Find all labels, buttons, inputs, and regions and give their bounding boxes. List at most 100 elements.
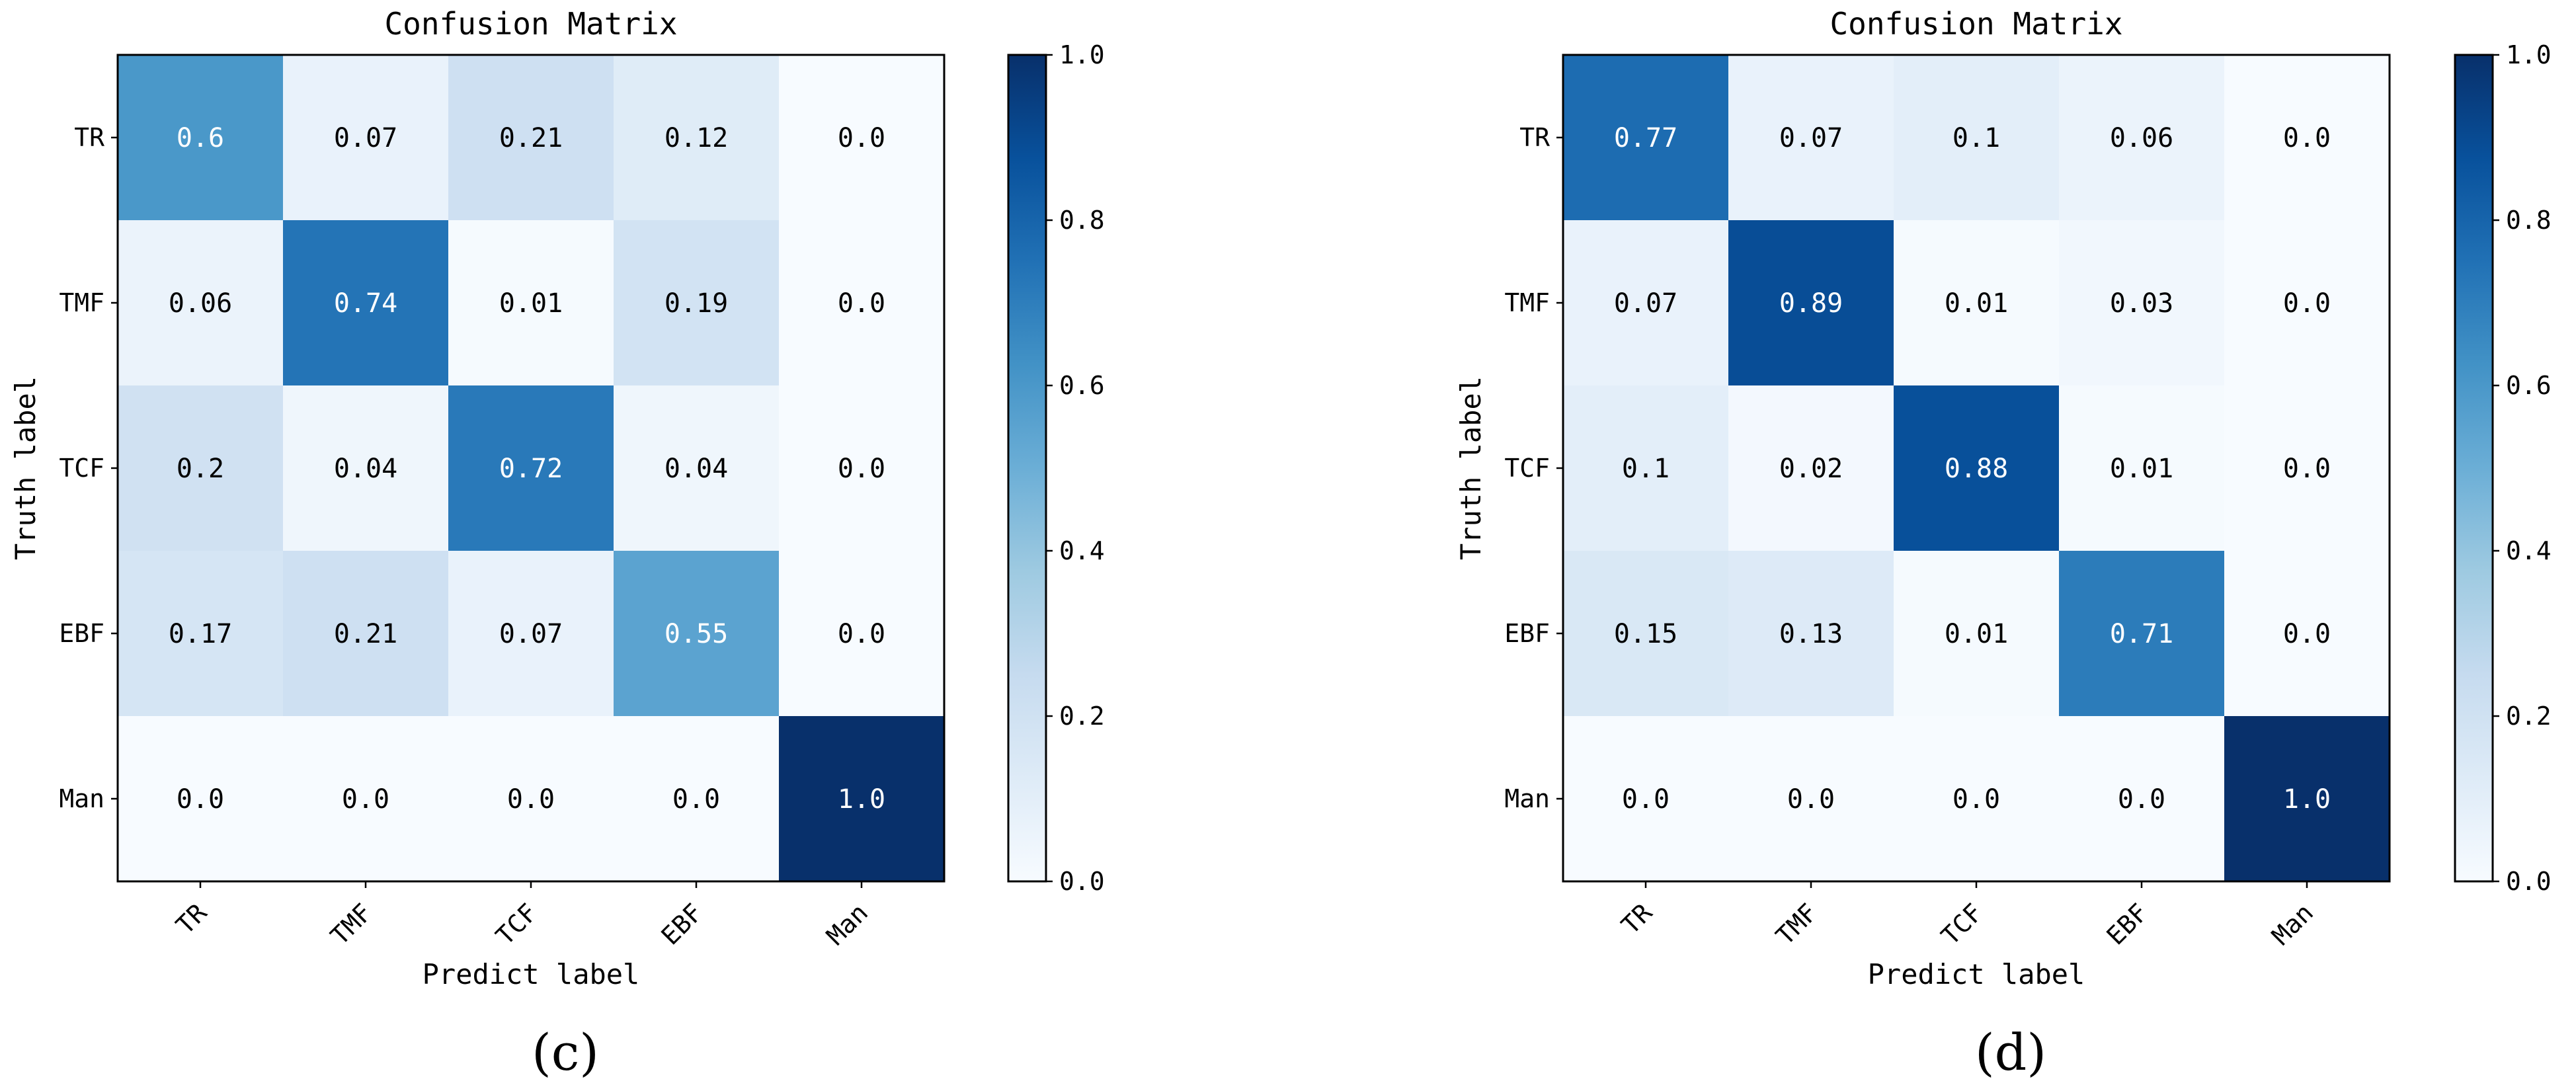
heatmap-cell <box>779 385 945 551</box>
cell-value-label: 0.89 <box>1779 288 1843 319</box>
heatmap-cell <box>448 220 614 386</box>
x-tick-label: Man <box>2267 898 2319 951</box>
heatmap-cell <box>118 55 284 221</box>
x-tick-label: Man <box>821 898 874 951</box>
cell-value-label: 1.0 <box>2283 784 2331 815</box>
cell-value-label: 0.1 <box>1952 123 2000 153</box>
cell-value-label: 0.04 <box>664 454 728 484</box>
cell-value-label: 0.0 <box>342 784 389 815</box>
heatmap-cell <box>1728 220 1894 386</box>
y-tick-label: TCF <box>59 454 104 483</box>
heatmap-cell <box>118 551 284 717</box>
colorbar-tick-label: 0.6 <box>2506 371 2552 400</box>
heatmap-cell <box>448 716 614 882</box>
colorbar-tick-label: 1.0 <box>2506 40 2552 69</box>
heatmap-cell <box>2059 716 2225 882</box>
y-tick-label: TMF <box>1504 288 1550 317</box>
colorbar <box>2455 55 2493 881</box>
cell-value-label: 1.0 <box>838 784 885 815</box>
y-axis-label: Truth label <box>9 376 42 560</box>
cell-value-label: 0.0 <box>838 288 885 319</box>
cell-value-label: 0.0 <box>672 784 720 815</box>
heatmap-cell <box>1894 220 2060 386</box>
cell-value-label: 0.74 <box>334 288 397 319</box>
cell-value-label: 0.72 <box>499 454 563 484</box>
cell-value-label: 0.6 <box>177 123 224 153</box>
colorbar-frame <box>1007 54 1047 883</box>
heatmap-cell <box>2224 551 2390 717</box>
heatmap-cell <box>2059 551 2225 717</box>
cell-value-label: 0.06 <box>2110 123 2173 153</box>
heatmap-cell <box>1563 551 1729 717</box>
heatmap-cell <box>118 385 284 551</box>
heatmap-cell <box>118 220 284 386</box>
heatmap-cell <box>1728 385 1894 551</box>
chart-title: Confusion Matrix <box>384 6 677 42</box>
colorbar-tick-label: 0.4 <box>1059 536 1105 565</box>
heatmap-cell <box>2059 220 2225 386</box>
cell-value-label: 0.0 <box>2283 454 2331 484</box>
colorbar-tick-label: 0.0 <box>2506 867 2552 896</box>
heatmap-cell <box>2059 55 2225 221</box>
cell-value-label: 0.21 <box>334 619 397 649</box>
colorbar-tick-label: 0.4 <box>2506 536 2552 565</box>
heatmap-cell <box>614 385 780 551</box>
heatmap-cell <box>614 716 780 882</box>
cell-value-label: 0.77 <box>1614 123 1677 153</box>
heatmap-cell <box>283 551 449 717</box>
cell-value-label: 0.15 <box>1614 619 1677 649</box>
x-tick-label: TCF <box>1936 898 1989 951</box>
colorbar-tick-label: 0.2 <box>2506 702 2552 731</box>
cell-value-label: 0.01 <box>1945 619 2008 649</box>
cell-value-label: 0.1 <box>1622 454 1670 484</box>
heatmap-cell <box>2224 220 2390 386</box>
y-tick-label: EBF <box>59 619 104 648</box>
chart-title: Confusion Matrix <box>1830 6 2122 42</box>
heatmap-cell <box>1563 55 1729 221</box>
x-tick-label: TR <box>1616 898 1658 940</box>
x-tick-label: EBF <box>656 898 709 951</box>
cell-value-label: 0.88 <box>1945 454 2008 484</box>
cell-value-label: 0.71 <box>2110 619 2173 649</box>
heatmap-cell <box>2224 385 2390 551</box>
heatmap-cell <box>779 55 945 221</box>
colorbar-tick-label: 0.8 <box>2506 206 2552 235</box>
cell-value-label: 0.0 <box>838 123 885 153</box>
heatmap-cell <box>448 551 614 717</box>
cell-value-label: 0.07 <box>1779 123 1843 153</box>
heatmap-cell <box>779 551 945 717</box>
confusion-matrix-panel-2: 0.77 0.07 0.1 0.06 0.0 0.07 0.89 0.01 0.03 0.0 0.1… <box>1455 6 2552 1082</box>
colorbar-tick-label: 0.8 <box>1059 206 1105 235</box>
heatmap-cell <box>118 716 284 882</box>
heatmap-cell <box>1563 220 1729 386</box>
colorbar-tick-label: 0.6 <box>1059 371 1105 400</box>
panel-label: (d) <box>1975 1023 2046 1082</box>
cell-value-label: 0.0 <box>1952 784 2000 815</box>
heatmap-cell <box>1563 385 1729 551</box>
cell-value-label: 0.0 <box>1787 784 1835 815</box>
colorbar-tick-label: 0.0 <box>1059 867 1105 896</box>
y-tick-label: TMF <box>59 288 104 317</box>
cell-value-label: 0.07 <box>334 123 397 153</box>
heatmap-cell <box>2224 716 2390 882</box>
cell-value-label: 0.12 <box>664 123 728 153</box>
x-axis-label: Predict label <box>1868 958 2085 990</box>
heatmap-cell <box>283 385 449 551</box>
x-tick-label: EBF <box>2101 898 2154 951</box>
heatmap-cell <box>2059 385 2225 551</box>
cell-value-label: 0.04 <box>334 454 397 484</box>
heatmap-cell <box>779 716 945 882</box>
cell-value-label: 0.0 <box>838 619 885 649</box>
colorbar-tick-label: 1.0 <box>1059 40 1105 69</box>
x-tick-label: TMF <box>325 898 378 951</box>
cell-value-label: 0.55 <box>664 619 728 649</box>
cell-value-label: 0.0 <box>838 454 885 484</box>
heatmap-cell <box>614 220 780 386</box>
cell-value-label: 0.01 <box>499 288 563 319</box>
heatmap-cell <box>1894 716 2060 882</box>
heatmap-cell <box>1728 55 1894 221</box>
cell-value-label: 0.0 <box>2118 784 2165 815</box>
heatmap-cell <box>448 385 614 551</box>
cell-value-label: 0.06 <box>169 288 232 319</box>
